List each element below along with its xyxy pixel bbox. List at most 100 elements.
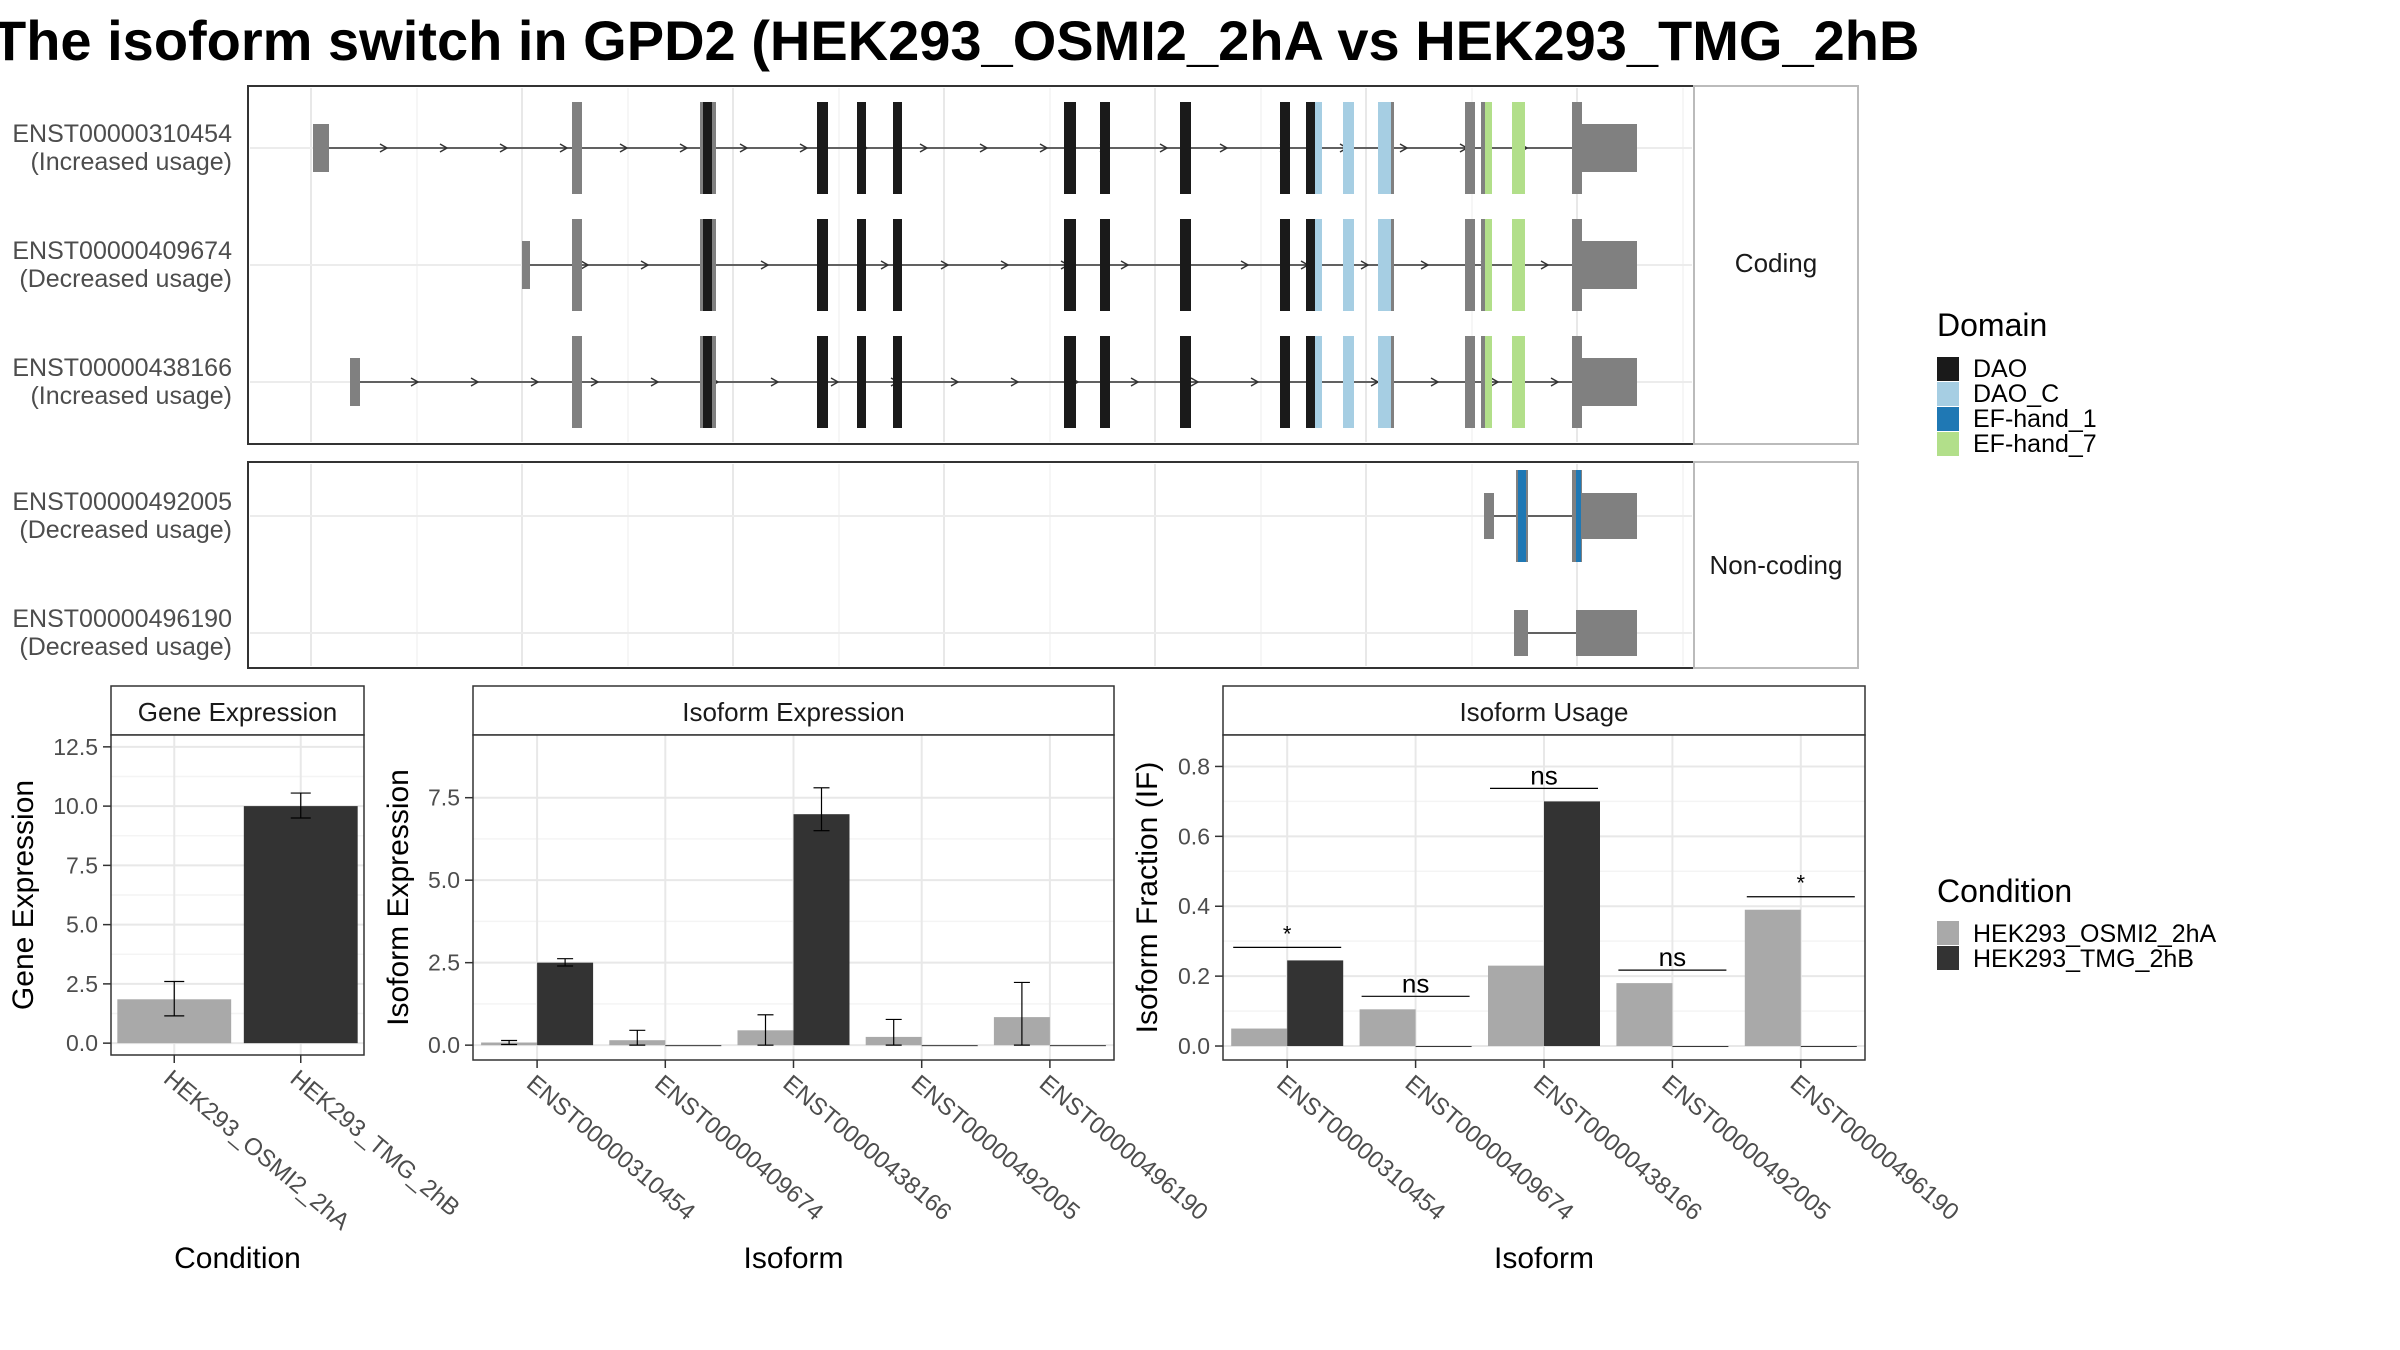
y-tick-label: 0.4 xyxy=(1178,893,1210,919)
chart-title: Isoform Expression xyxy=(682,697,905,727)
strand-arrow xyxy=(1430,377,1440,387)
condition-legend: Condition HEK293_OSMI2_2hA HEK293_TMG_2h… xyxy=(1937,873,2217,973)
domain-exon-dao xyxy=(1306,336,1315,428)
noncoding-panel-frame xyxy=(247,461,1695,669)
exon xyxy=(1391,102,1394,194)
transcript-track xyxy=(1484,470,1637,562)
significance-label: ns xyxy=(1402,968,1429,998)
utr-exon xyxy=(1582,493,1637,539)
transcript-id: ENST00000409674 xyxy=(12,237,232,265)
plot-frame xyxy=(110,734,365,1056)
strand-arrow xyxy=(880,260,890,270)
legend-label-dao-c: DAO_C xyxy=(1973,380,2059,408)
y-tick-label: 2.5 xyxy=(428,950,460,976)
strand-arrow xyxy=(530,377,540,387)
domain-exon-dao xyxy=(1064,219,1076,311)
bar xyxy=(1744,909,1801,1047)
noncoding-strip xyxy=(1693,461,1859,669)
strand-arrow xyxy=(1010,377,1020,387)
legend-key-ef-hand-1 xyxy=(1937,407,1959,431)
strand-arrow xyxy=(919,143,929,153)
coding-strip xyxy=(1693,85,1859,445)
exon xyxy=(1481,336,1485,428)
significance-label: * xyxy=(1283,921,1292,946)
domain-exon-dao xyxy=(817,102,828,194)
domain-exon-dao xyxy=(893,102,902,194)
y-tick-label: 0.0 xyxy=(66,1030,98,1056)
significance-label: ns xyxy=(1659,942,1686,972)
bar xyxy=(921,1045,978,1047)
plot-frame xyxy=(1222,734,1866,1061)
isoform-expression-chart: Isoform Expression0.02.55.07.5ENST000003… xyxy=(382,685,1213,1275)
utr-exon xyxy=(1582,124,1637,172)
strand-arrow xyxy=(1190,377,1200,387)
transcript-track xyxy=(313,102,1637,194)
chart-title: Gene Expression xyxy=(138,697,337,727)
legend-label-ef-hand-7: EF-hand_7 xyxy=(1973,430,2097,458)
strand-arrow xyxy=(439,143,449,153)
bar xyxy=(243,806,358,1044)
bar xyxy=(1488,965,1544,1047)
coding-strip-label: Coding xyxy=(1735,248,1817,278)
significance-label: ns xyxy=(1530,760,1557,790)
exon xyxy=(572,102,582,194)
strand-arrow xyxy=(1420,260,1430,270)
legend-key-dao-c xyxy=(1937,382,1959,406)
gene-expression-chart: Gene Expression0.02.55.07.510.012.5HEK29… xyxy=(7,685,465,1275)
y-tick-label: 0.2 xyxy=(1178,963,1210,989)
strand-arrow xyxy=(1000,260,1010,270)
domain-exon-dao-c xyxy=(1343,219,1354,311)
exon xyxy=(1572,336,1582,428)
legend-label-cond-a: HEK293_OSMI2_2hA xyxy=(1973,920,2217,948)
legend-key-cond-b xyxy=(1937,946,1959,970)
transcript-labels: ENST00000310454 (Increased usage) ENST00… xyxy=(12,120,232,661)
exon xyxy=(572,219,582,311)
y-tick-label: 5.0 xyxy=(66,912,98,938)
strand-arrow xyxy=(739,143,749,153)
exon xyxy=(1484,493,1494,539)
domain-exon-dao-c xyxy=(1315,336,1322,428)
utr-exon xyxy=(522,241,530,289)
x-axis-title: Condition xyxy=(174,1242,301,1275)
bar xyxy=(665,1045,722,1047)
chart-strip xyxy=(472,685,1115,736)
y-axis-title: Gene Expression xyxy=(7,780,40,1010)
y-axis-title: Isoform Fraction (IF) xyxy=(1131,762,1164,1034)
utr-exon xyxy=(1582,358,1637,406)
strand-arrow xyxy=(1250,377,1260,387)
legend-label-ef-hand-1: EF-hand_1 xyxy=(1973,405,2097,433)
page-title: The isoform switch in GPD2 (HEK293_OSMI2… xyxy=(0,9,1920,72)
domain-exon-ef-hand-7 xyxy=(1512,336,1525,428)
domain-legend: Domain DAO DAO_C EF-hand_1 EF-hand_7 xyxy=(1937,307,2097,458)
domain-exon-ef-hand-7 xyxy=(1512,102,1525,194)
exon xyxy=(1481,219,1485,311)
y-tick-label: 7.5 xyxy=(428,785,460,811)
bar xyxy=(537,962,594,1046)
y-tick-label: 7.5 xyxy=(66,852,98,878)
condition-legend-title: Condition xyxy=(1937,873,2072,909)
strand-arrow xyxy=(1360,260,1370,270)
exon xyxy=(1465,219,1475,311)
bar xyxy=(1049,1045,1106,1047)
strand-arrow xyxy=(410,377,420,387)
utr-exon xyxy=(1582,241,1637,289)
domain-exon-dao xyxy=(1180,102,1191,194)
domain-exon-dao xyxy=(1100,219,1110,311)
transcript-track xyxy=(350,336,1637,428)
bar xyxy=(1287,960,1344,1047)
domain-exon-dao-c xyxy=(1378,219,1391,311)
chart-strip xyxy=(110,685,365,736)
legend-label-cond-b: HEK293_TMG_2hB xyxy=(1973,945,2194,973)
transcript-note: (Decreased usage) xyxy=(19,265,232,293)
utr-exon xyxy=(350,358,360,406)
strand-arrow xyxy=(1490,377,1500,387)
strand-arrow xyxy=(379,143,389,153)
strand-arrow xyxy=(1039,143,1049,153)
bar xyxy=(1544,801,1600,1047)
domain-exon-dao xyxy=(857,219,866,311)
strand-arrow xyxy=(559,143,569,153)
strand-arrow xyxy=(679,143,689,153)
transcript-note: (Decreased usage) xyxy=(19,633,232,661)
significance-label: * xyxy=(1797,871,1806,896)
exon xyxy=(1572,102,1582,194)
